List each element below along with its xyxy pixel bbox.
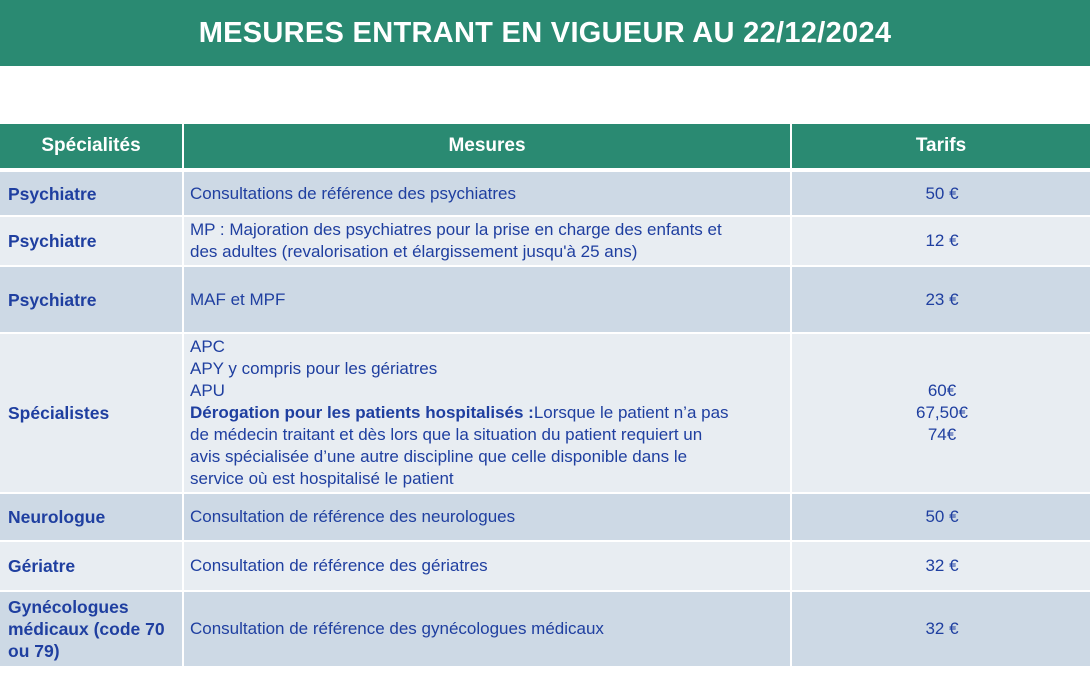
table-row: Spécialistes APC APY y compris pour les …	[0, 332, 1090, 492]
table-row: Gériatre Consultation de référence des g…	[0, 540, 1090, 590]
tariff-cell: 12 €	[792, 215, 1090, 265]
tariff-cell: 32 €	[792, 540, 1090, 590]
tariff-cell: 50 €	[792, 168, 1090, 215]
tariff-cell: 32 €	[792, 590, 1090, 666]
measure-cell: MAF et MPF	[184, 265, 792, 332]
table-row: Neurologue Consultation de référence des…	[0, 492, 1090, 540]
derogation-line: service où est hospitalisé le patient	[190, 469, 454, 488]
page-title-banner: MESURES ENTRANT EN VIGUEUR AU 22/12/2024	[0, 0, 1090, 66]
column-header-tariffs: Tarifs	[792, 124, 1090, 168]
measure-line: des adultes (revalorisation et élargisse…	[190, 242, 638, 261]
measure-line: APY y compris pour les gériatres	[190, 359, 438, 378]
specialty-cell: Gériatre	[0, 540, 184, 590]
specialty-line: médicaux (code 70	[8, 619, 165, 639]
derogation-line: de médecin traitant et dès lors que la s…	[190, 425, 703, 444]
derogation-label: Dérogation pour les patients hospitalisé…	[190, 403, 534, 422]
derogation-line: avis spécialisée d’une autre discipline …	[190, 447, 688, 466]
tariff-value: 67,50€	[916, 403, 968, 422]
measure-cell: Consultation de référence des neurologue…	[184, 492, 792, 540]
measure-cell: APC APY y compris pour les gériatres APU…	[184, 332, 792, 492]
measure-cell: Consultation de référence des gynécologu…	[184, 590, 792, 666]
tariff-cell: 60€ 67,50€ 74€	[792, 332, 1090, 492]
column-header-specialty: Spécialités	[0, 124, 184, 168]
tariff-value: 60€	[927, 381, 957, 400]
column-header-measures: Mesures	[184, 124, 792, 168]
specialty-line: Gynécologues	[8, 597, 129, 617]
specialty-cell: Psychiatre	[0, 215, 184, 265]
table-row: Psychiatre MP : Majoration des psychiatr…	[0, 215, 1090, 265]
table-header-row: Spécialités Mesures Tarifs	[0, 124, 1090, 168]
specialty-cell: Gynécologues médicaux (code 70 ou 79)	[0, 590, 184, 666]
tariff-cell: 50 €	[792, 492, 1090, 540]
table-row: Gynécologues médicaux (code 70 ou 79) Co…	[0, 590, 1090, 666]
specialty-cell: Spécialistes	[0, 332, 184, 492]
derogation-text: Lorsque le patient n’a pas	[533, 403, 729, 422]
measure-cell: Consultation de référence des gériatres	[184, 540, 792, 590]
table-row: Psychiatre MAF et MPF 23 €	[0, 265, 1090, 332]
measure-line: APU	[190, 381, 225, 400]
page-title: MESURES ENTRANT EN VIGUEUR AU 22/12/2024	[198, 16, 892, 49]
specialty-line: ou 79)	[8, 641, 60, 661]
measure-line: MP : Majoration des psychiatres pour la …	[190, 220, 722, 239]
measures-table: Spécialités Mesures Tarifs Psychiatre Co…	[0, 124, 1090, 666]
specialty-cell: Neurologue	[0, 492, 184, 540]
tariff-value: 74€	[927, 425, 957, 444]
measure-cell: MP : Majoration des psychiatres pour la …	[184, 215, 792, 265]
measure-cell: Consultations de référence des psychiatr…	[184, 168, 792, 215]
measure-line: APC	[190, 337, 225, 356]
tariff-cell: 23 €	[792, 265, 1090, 332]
specialty-cell: Psychiatre	[0, 168, 184, 215]
table-row: Psychiatre Consultations de référence de…	[0, 168, 1090, 215]
specialty-cell: Psychiatre	[0, 265, 184, 332]
derogation-line: Dérogation pour les patients hospitalisé…	[190, 402, 786, 424]
